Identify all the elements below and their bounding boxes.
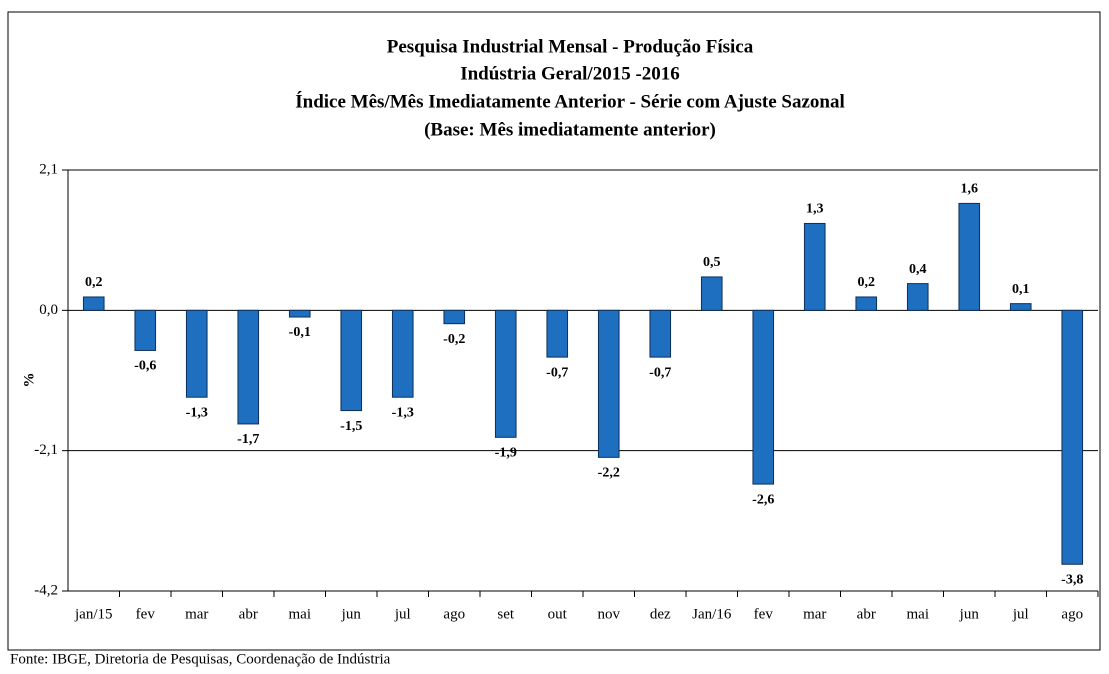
value-label: -0,7 <box>649 365 671 380</box>
value-label: -1,3 <box>186 405 208 420</box>
value-label: 0,2 <box>858 275 876 290</box>
value-label: -0,7 <box>546 365 568 380</box>
value-label: 0,5 <box>703 255 721 270</box>
value-label: -0,2 <box>443 332 465 347</box>
x-tick-label: jul <box>394 606 411 622</box>
value-label: -0,1 <box>289 325 311 340</box>
x-tick-label: mar <box>803 606 826 622</box>
value-label: -1,7 <box>237 432 259 447</box>
bar <box>855 296 878 311</box>
x-tick-label: abr <box>857 606 876 622</box>
x-tick-label: jun <box>341 606 362 622</box>
chart-title: Pesquisa Industrial Mensal - Produção Fí… <box>387 36 754 57</box>
bar <box>1061 309 1084 565</box>
chart-title: (Base: Mês imediatamente anterior) <box>424 119 716 140</box>
x-tick-label: mai <box>289 606 312 622</box>
bar <box>700 276 723 311</box>
value-label: -1,9 <box>495 446 517 461</box>
x-tick-label: fev <box>754 606 774 622</box>
x-tick-label: ago <box>443 606 465 622</box>
x-tick-label: dez <box>650 606 671 622</box>
bar <box>288 309 311 318</box>
bar <box>546 309 569 358</box>
bar <box>237 309 260 425</box>
x-tick-label: jul <box>1012 606 1029 622</box>
bar <box>649 309 672 358</box>
bar <box>494 309 517 438</box>
y-tick-label: -4,2 <box>34 582 58 598</box>
bar <box>906 283 929 311</box>
bar <box>803 222 826 311</box>
bar <box>597 309 620 458</box>
value-label: 0,2 <box>85 275 103 290</box>
y-tick-label: 0,0 <box>39 302 58 318</box>
source: Fonte: IBGE, Diretoria de Pesquisas, Coo… <box>10 651 391 667</box>
x-tick-label: abr <box>239 606 258 622</box>
bar <box>185 309 208 398</box>
value-label: -3,8 <box>1061 572 1083 587</box>
bar <box>752 309 775 485</box>
value-label: -0,6 <box>134 359 156 374</box>
x-tick-label: ago <box>1061 606 1083 622</box>
value-label: -2,2 <box>598 466 620 481</box>
value-label: -1,3 <box>392 405 414 420</box>
chart-title: Índice Mês/Mês Imediatamente Anterior - … <box>295 90 845 112</box>
bar <box>1009 303 1032 311</box>
x-tick-label: set <box>497 606 514 622</box>
x-tick-label: mai <box>907 606 930 622</box>
bar <box>134 309 157 351</box>
value-label: -1,5 <box>340 419 362 434</box>
x-tick-label: jan/15 <box>74 606 113 622</box>
bar <box>958 202 981 311</box>
chart-title: Indústria Geral/2015 -2016 <box>460 63 680 84</box>
x-tick-label: out <box>548 606 568 622</box>
bar <box>340 309 363 412</box>
bar <box>391 309 414 398</box>
y-axis-label: % <box>21 373 37 388</box>
value-label: 1,6 <box>961 182 979 197</box>
x-tick-label: Jan/16 <box>692 606 732 622</box>
y-tick-label: -2,1 <box>34 442 58 458</box>
bar <box>82 296 105 311</box>
x-tick-label: nov <box>598 606 621 622</box>
value-label: 1,3 <box>806 202 824 217</box>
value-label: -2,6 <box>752 492 774 507</box>
bar <box>443 309 466 325</box>
y-tick-label: 2,1 <box>39 161 58 177</box>
x-tick-label: jun <box>959 606 980 622</box>
value-label: 0,4 <box>909 262 927 277</box>
value-label: 0,1 <box>1012 282 1030 297</box>
x-tick-label: fev <box>136 606 156 622</box>
x-tick-label: mar <box>185 606 208 622</box>
